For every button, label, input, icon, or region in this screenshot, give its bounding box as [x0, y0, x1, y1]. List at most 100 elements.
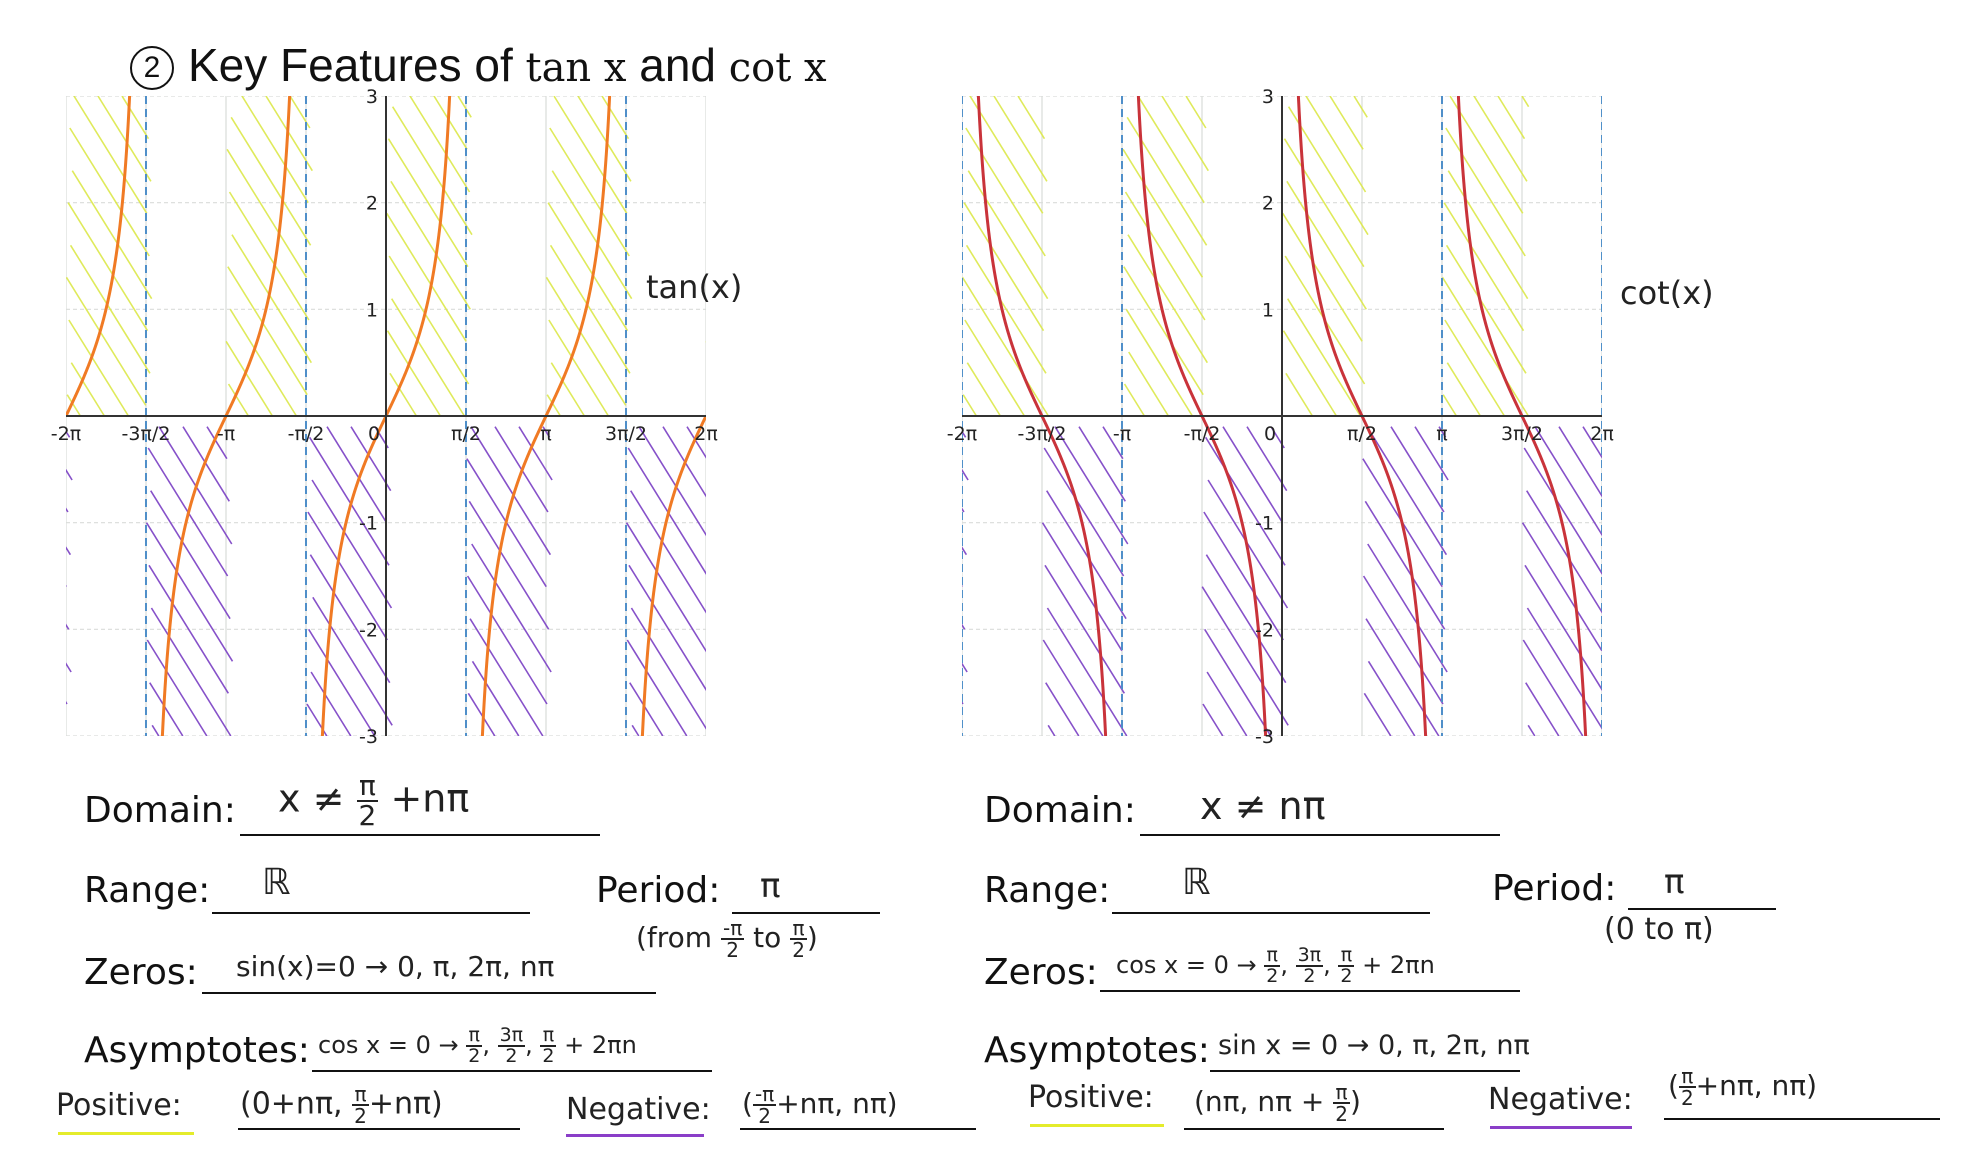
tan-negative-highlight	[566, 1134, 704, 1137]
negative-hatch	[725, 629, 791, 736]
positive-hatch	[67, 202, 149, 332]
positive-hatch	[705, 341, 706, 343]
positive-hatch	[1609, 352, 1649, 416]
x-tick-label: -π/2	[288, 423, 325, 445]
negative-hatch	[1845, 501, 1924, 629]
positive-hatch	[1161, 96, 1209, 172]
positive-hatch	[867, 331, 920, 416]
negative-hatch	[148, 564, 230, 694]
negative-hatch	[312, 596, 393, 726]
cot-positive-label: Positive:	[1028, 1080, 1154, 1115]
positive-hatch	[1810, 96, 1843, 149]
cot-range-value: ℝ	[1182, 862, 1211, 903]
negative-hatch	[1848, 544, 1927, 672]
tan-positive-value: (0+nπ, π 2 +nπ)	[240, 1082, 443, 1128]
negative-hatch	[1054, 426, 1129, 545]
tan-domain-blank	[240, 834, 600, 836]
positive-hatch	[966, 362, 1002, 417]
tan-zeros-blank	[202, 992, 656, 994]
negative-hatch	[962, 700, 964, 705]
cot-positive-value: (nπ, nπ + π 2)	[1194, 1080, 1361, 1126]
x-tick-label: -3π/2	[122, 423, 171, 445]
negative-hatch	[1687, 672, 1727, 736]
tan-period-blank	[732, 912, 880, 914]
negative-hatch	[1365, 618, 1440, 736]
negative-hatch	[1525, 682, 1560, 736]
plot-area	[725, 96, 1972, 736]
negative-hatch	[1849, 661, 1895, 736]
positive-hatch	[1447, 170, 1529, 300]
positive-hatch	[1603, 149, 1682, 277]
y-tick-label: 1	[1262, 299, 1274, 321]
positive-hatch	[1765, 256, 1844, 384]
positive-hatch	[914, 96, 947, 149]
positive-hatch	[1282, 212, 1363, 342]
negative-hatch	[310, 671, 352, 736]
positive-hatch	[1618, 96, 1684, 203]
negative-hatch	[311, 479, 393, 609]
negative-hatch	[150, 607, 232, 736]
cot-range-blank	[1112, 912, 1430, 914]
negative-hatch	[743, 427, 803, 523]
positive-hatch	[1124, 191, 1206, 321]
positive-hatch	[69, 127, 150, 257]
positive-hatch	[770, 96, 790, 128]
x-tick-label: 2π	[694, 423, 718, 445]
positive-hatch	[69, 244, 151, 374]
negative-hatch	[629, 682, 664, 736]
axes	[962, 96, 1602, 736]
positive-hatch	[808, 299, 881, 416]
positive-hatch	[226, 148, 308, 278]
title-cot: cot x	[728, 45, 827, 91]
negative-hatch	[855, 427, 868, 448]
negative-hatch	[884, 693, 910, 736]
cot-domain-label: Domain:	[984, 790, 1136, 831]
negative-hatch	[1362, 575, 1444, 705]
negative-hatch	[726, 555, 805, 683]
title-and: and	[639, 39, 716, 91]
negative-hatch	[630, 607, 706, 730]
negative-hatch	[1527, 724, 1536, 736]
positive-hatch	[807, 181, 886, 309]
positive-hatch	[964, 319, 1026, 417]
positive-hatch	[457, 96, 472, 118]
negative-hatch	[0, 693, 15, 736]
tan-curve-label: tan(x)	[646, 268, 742, 306]
positive-hatch	[938, 96, 951, 117]
negative-hatch	[1558, 426, 1602, 498]
negative-hatch	[1919, 427, 1926, 438]
negative-hatch	[66, 468, 73, 481]
cot-label-text: cot(x)	[1620, 274, 1714, 312]
negative-hatch	[326, 426, 388, 524]
y-tick-label: -2	[1255, 619, 1274, 641]
negative-hatch	[630, 490, 706, 614]
cot-negative-blank	[1664, 1118, 1940, 1120]
positive-hatch	[1928, 171, 1972, 299]
positive-hatch	[1521, 96, 1530, 108]
negative-hatch	[628, 564, 706, 692]
negative-hatch	[1688, 480, 1767, 608]
positive-hatch	[387, 138, 469, 268]
positive-hatch	[230, 116, 312, 246]
positive-hatch	[1285, 372, 1314, 417]
positive-hatch	[1954, 96, 1972, 181]
positive-hatch	[803, 331, 856, 416]
y-tick-label: -3	[1255, 726, 1274, 748]
negative-hatch	[307, 511, 388, 641]
negative-hatch	[1727, 427, 1767, 491]
cot-curve-label: cot(x)	[1620, 274, 1714, 312]
tan-negative-label: Negative:	[566, 1092, 711, 1127]
negative-hatch	[662, 426, 706, 498]
negative-hatch	[1206, 671, 1248, 736]
page-title: 2 Key Features of tan x and cot x	[130, 38, 827, 92]
positive-hatch	[1926, 128, 1972, 256]
negative-hatch	[1367, 660, 1416, 736]
x-tick-label: π/2	[1347, 423, 1377, 445]
negative-hatch	[962, 662, 968, 673]
positive-hatch	[806, 373, 832, 416]
negative-hatch	[1686, 555, 1765, 683]
positive-hatch	[1764, 139, 1843, 267]
positive-hatch	[229, 308, 298, 417]
